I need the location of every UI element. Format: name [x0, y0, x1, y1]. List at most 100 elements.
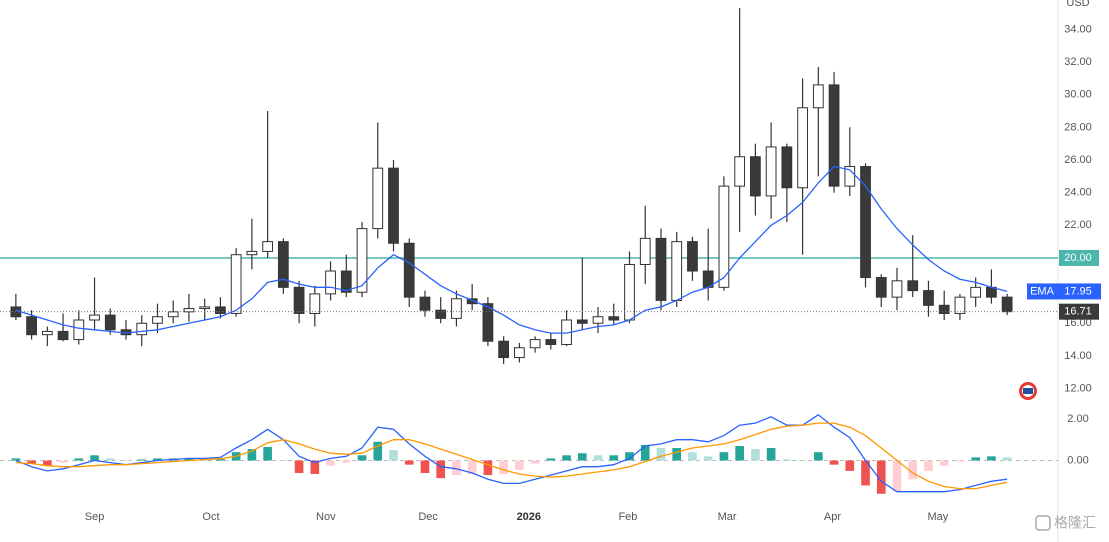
histogram-bar	[436, 460, 446, 479]
candle-body	[482, 303, 494, 342]
candle-body	[671, 241, 683, 301]
y-tick-label: 2.00	[1067, 413, 1088, 425]
candle-body	[797, 107, 808, 189]
currency-label: USD	[1066, 0, 1089, 9]
candle-body	[293, 286, 305, 314]
candle-body	[451, 298, 462, 319]
histogram-bar	[546, 458, 556, 461]
histogram-bar	[861, 460, 870, 486]
candle-body	[215, 306, 226, 314]
candle-body	[750, 156, 761, 197]
y-tick-label: 28.00	[1064, 121, 1092, 133]
candle-body	[183, 308, 195, 313]
histogram-bar	[90, 455, 99, 461]
candle-body	[26, 316, 37, 336]
level-tag	[1059, 249, 1099, 266]
x-tick-label: Feb	[618, 511, 637, 523]
x-tick-label: Apr	[824, 511, 841, 523]
candle-body	[277, 241, 289, 288]
histogram-bar	[577, 453, 587, 461]
histogram-bar	[609, 455, 619, 461]
candle-body	[325, 270, 336, 295]
y-tick-label: 0.00	[1067, 454, 1088, 466]
candle-body	[844, 166, 856, 187]
y-tick-label: 34.00	[1064, 23, 1092, 35]
candle-body	[136, 322, 148, 336]
histogram-bar	[11, 458, 21, 461]
candle-body	[938, 304, 950, 314]
y-tick-label: 30.00	[1064, 89, 1092, 101]
y-tick-label: 12.00	[1064, 382, 1092, 394]
histogram-bar	[326, 460, 335, 466]
candle-body	[199, 306, 211, 310]
candle-body	[41, 330, 53, 336]
ema-name: EMA	[1030, 285, 1055, 297]
flag-icon	[1019, 382, 1037, 400]
histogram-bar	[247, 449, 257, 461]
ema-value: 17.95	[1064, 285, 1092, 297]
histogram-bar	[845, 460, 855, 471]
histogram-bar	[719, 452, 729, 461]
candle-body	[152, 316, 163, 324]
histogram-bar	[672, 448, 682, 461]
histogram-bar	[216, 459, 225, 461]
histogram-bar	[420, 460, 430, 473]
histogram-bar	[987, 456, 996, 461]
candle-body	[262, 241, 273, 252]
candle-body	[529, 339, 541, 349]
histogram-bar	[782, 459, 792, 461]
candle-body	[419, 296, 431, 311]
candle-body	[466, 298, 478, 305]
histogram-bar	[357, 455, 367, 461]
histogram-bar	[955, 460, 965, 462]
histogram-bar	[467, 460, 477, 475]
watermark-text: 格隆汇	[1054, 515, 1096, 531]
x-tick-label: Dec	[418, 511, 438, 523]
histogram-bar	[971, 457, 980, 461]
histogram-bar	[373, 441, 383, 461]
candle-body	[655, 237, 667, 301]
histogram-bar	[562, 455, 571, 461]
candle-body	[891, 280, 903, 298]
y-tick-label: 26.00	[1064, 154, 1092, 166]
histogram-bar	[1002, 457, 1012, 461]
candle-body	[73, 319, 85, 341]
histogram-bar	[43, 460, 52, 466]
y-tick-label: 14.00	[1064, 350, 1092, 362]
histogram-bar	[499, 460, 508, 475]
x-tick-label: Mar	[718, 511, 737, 523]
candle-body	[403, 242, 415, 298]
histogram-bar	[908, 460, 918, 480]
histogram-bar	[341, 460, 351, 463]
candle-body	[687, 241, 698, 272]
histogram-bar	[74, 458, 84, 461]
candle-body	[954, 296, 966, 314]
histogram-bar	[404, 460, 414, 465]
x-tick-label: May	[928, 511, 949, 523]
candle-body	[230, 254, 242, 314]
histogram-bar	[310, 460, 320, 475]
x-tick-label: Sep	[85, 511, 105, 523]
candle-body	[372, 167, 384, 230]
candle-body	[1001, 296, 1013, 313]
histogram-bar	[876, 460, 886, 494]
ema-line	[15, 165, 1008, 334]
candle-body	[970, 286, 982, 298]
histogram-bar	[766, 448, 776, 461]
histogram-bar	[27, 460, 36, 464]
candle-body	[498, 340, 510, 359]
candle-body	[734, 156, 746, 187]
y-tick-label: 16.00	[1064, 317, 1092, 329]
histogram-bar	[625, 452, 634, 461]
histogram-bar	[121, 460, 131, 462]
candle-body	[167, 311, 179, 318]
candle-body	[545, 339, 557, 345]
candle-body	[608, 316, 620, 321]
histogram-bar	[939, 460, 949, 466]
macd-line	[15, 413, 1008, 493]
last-price-value: 16.71	[1064, 306, 1092, 318]
histogram-bar	[530, 460, 540, 464]
candle-body	[875, 277, 887, 298]
